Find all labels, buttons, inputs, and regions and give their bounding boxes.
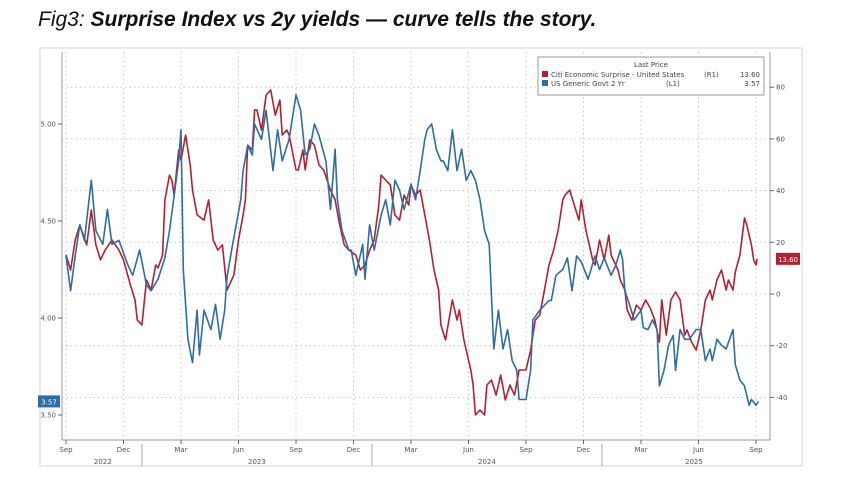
figure-title: Fig3: Surprise Index vs 2y yields — curv… bbox=[38, 8, 596, 32]
chart-frame bbox=[39, 47, 803, 467]
x-tick-label: Jun bbox=[232, 446, 244, 454]
year-label: 2025 bbox=[685, 458, 703, 466]
series-line bbox=[65, 89, 758, 416]
figure-title-main: Surprise Index vs 2y yields — curve tell… bbox=[90, 8, 597, 31]
legend-series-name: Citi Economic Surprise - United States bbox=[551, 71, 685, 79]
x-tick-label: Mar bbox=[634, 446, 647, 454]
last-value-badge bbox=[776, 252, 800, 265]
x-tick-label: Dec bbox=[117, 446, 131, 454]
year-label: 2023 bbox=[248, 458, 266, 466]
series-us-2y-yield bbox=[65, 94, 759, 407]
right-tick-label: 20 bbox=[776, 239, 785, 247]
legend-series-name: US Generic Govt 2 Yr bbox=[551, 80, 625, 88]
x-tick-label: Jun bbox=[462, 446, 474, 454]
year-label: 2024 bbox=[478, 458, 496, 466]
last-value-badge bbox=[38, 395, 60, 408]
last-value-label: 3.57 bbox=[41, 398, 57, 406]
left-tick-label: 5.00 bbox=[40, 121, 56, 129]
right-tick-label: -20 bbox=[776, 342, 787, 350]
x-tick-label: Sep bbox=[59, 446, 73, 454]
x-tick-label: Dec bbox=[347, 446, 361, 454]
legend-axis-tag: (R1) bbox=[704, 71, 719, 79]
legend-last-value: 13.60 bbox=[740, 71, 760, 79]
right-tick-label: -40 bbox=[776, 394, 787, 402]
right-tick-label: 0 bbox=[776, 291, 780, 299]
right-tick-label: 60 bbox=[776, 135, 785, 143]
legend-box bbox=[537, 56, 765, 96]
legend-swatch bbox=[542, 71, 548, 77]
left-tick-label: 3.50 bbox=[40, 412, 56, 420]
x-tick-label: Sep bbox=[519, 446, 533, 454]
year-label: 2022 bbox=[94, 458, 112, 466]
x-tick-label: Sep bbox=[289, 446, 303, 454]
x-tick-label: Dec bbox=[577, 446, 591, 454]
right-tick-label: 80 bbox=[776, 84, 785, 92]
left-tick-label: 4.50 bbox=[40, 218, 56, 226]
right-tick-label: 40 bbox=[776, 187, 785, 195]
x-tick-label: Jun bbox=[692, 446, 704, 454]
x-tick-label: Mar bbox=[404, 446, 417, 454]
x-tick-label: Mar bbox=[174, 446, 187, 454]
legend-swatch bbox=[542, 80, 548, 86]
legend-last-value: 3.57 bbox=[744, 80, 760, 88]
figure-title-prefix: Fig3: bbox=[38, 8, 91, 31]
left-tick-label: 4.00 bbox=[40, 315, 56, 323]
x-tick-label: Sep bbox=[749, 446, 763, 454]
legend-header: Last Price bbox=[634, 61, 668, 69]
legend-axis-tag: (L1) bbox=[666, 80, 680, 88]
last-value-label: 13.60 bbox=[778, 256, 798, 264]
